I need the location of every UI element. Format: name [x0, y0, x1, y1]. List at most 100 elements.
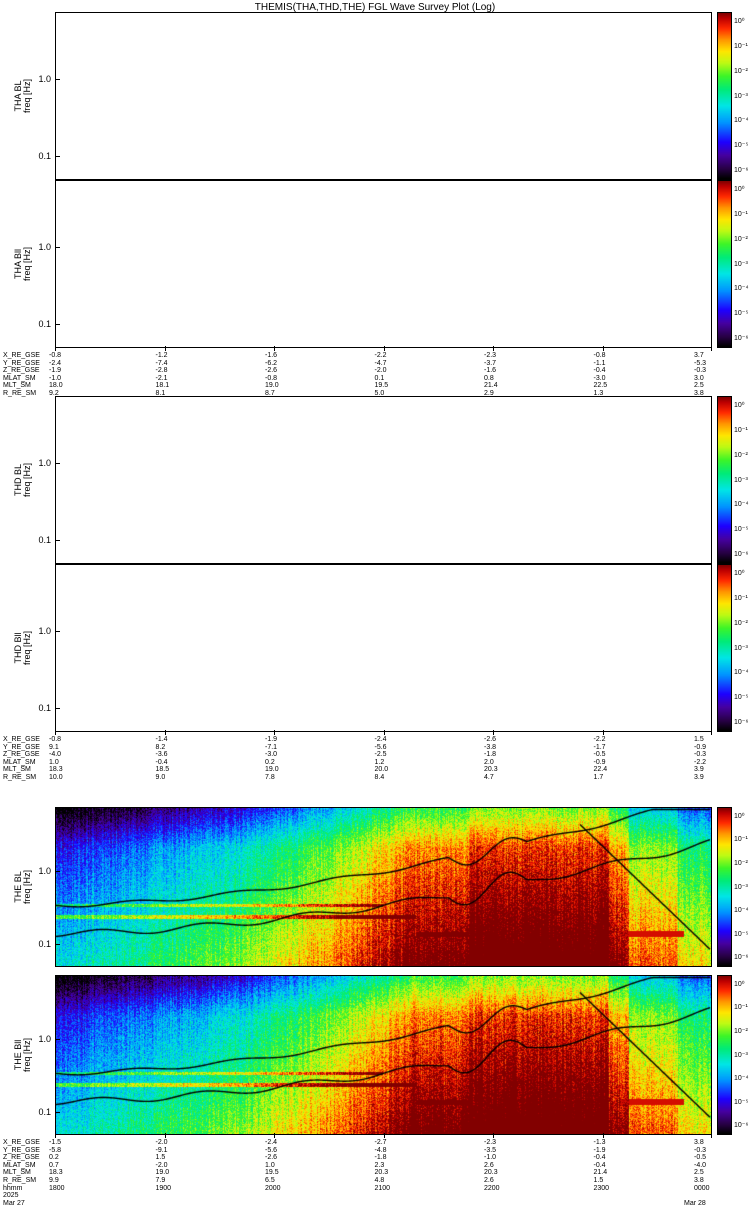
colorbar-tick-label: 10⁻⁶	[734, 334, 749, 342]
colorbar-the-bl	[717, 807, 732, 967]
x-tick-mark	[383, 730, 385, 735]
y-tick-label: 0.1	[38, 1106, 51, 1117]
x-tick-mark	[711, 346, 712, 351]
axis-value-column: -1.5 -5.8 0.2 0.7 18.3 9.9 1800	[49, 1139, 65, 1192]
spectrogram-panel-the-bl	[55, 807, 712, 967]
spectrogram-image	[56, 976, 711, 1134]
colorbar-tick-label: 10⁻⁶	[734, 166, 749, 174]
y-tick-mark	[55, 463, 60, 465]
y-tick-mark	[55, 155, 60, 157]
x-tick-mark	[164, 730, 166, 735]
colorbar-tick-label: 10⁻⁴	[734, 117, 749, 125]
colorbar-tick-label: 10⁻²	[734, 860, 748, 867]
x-tick-mark	[274, 730, 275, 735]
y-tick-label: 0.1	[38, 534, 51, 545]
colorbar-tick-label: 10⁻⁵	[734, 1098, 749, 1106]
colorbar-thd-bll	[717, 564, 732, 732]
axis-annotation-axis-thd: X_RE_GSE Y_RE_GSE Z_RE_GSE MLAT_SM MLT_SM R_R…	[0, 736, 750, 806]
x-tick-mark	[274, 1133, 275, 1138]
colorbar-tick-label: 10⁻⁵	[734, 310, 749, 318]
y-tick-label: 0.1	[38, 938, 51, 949]
colorbar-tick-label: 10⁻⁵	[734, 930, 749, 938]
colorbar-gradient	[718, 976, 731, 1134]
axis-value-column: -2.6 -3.8 -1.8 2.0 20.3 4.7	[484, 736, 498, 781]
colorbar-tick-label: 10⁻⁶	[734, 954, 749, 962]
x-tick-mark	[55, 1133, 56, 1138]
y-tick-mark	[55, 247, 60, 249]
y-tick-label: 1.0	[38, 74, 51, 85]
colorbar-tick-label: 10⁰	[734, 570, 745, 578]
x-tick-mark	[711, 730, 712, 735]
y-tick-mark	[55, 631, 60, 633]
colorbar-tick-label: 10⁻⁵	[734, 694, 749, 702]
colorbar-tick-label: 10⁻¹	[734, 211, 748, 219]
colorbar-tick-label: 10⁻³	[734, 883, 748, 891]
y-tick-label: 0.1	[38, 150, 51, 161]
axis-value-column: -1.6 -6.2 -2.6 -0.8 19.0 8.7	[265, 352, 279, 397]
colorbar-tick-label: 10⁻³	[734, 644, 748, 652]
colorbar-gradient	[718, 397, 731, 563]
x-tick-mark	[383, 1133, 385, 1138]
axis-value-column: -1.4 8.2 -3.6 -0.4 18.5 9.0	[155, 736, 170, 781]
colorbar-tick-label: 10⁻⁶	[734, 718, 749, 726]
colorbar-tick-label: 10⁻⁴	[734, 501, 749, 509]
colorbar-tick-label: 10⁻⁵	[734, 526, 749, 534]
colorbar-tick-label: 10⁰	[734, 186, 745, 194]
colorbar-tick-label: 10⁻³	[734, 92, 748, 100]
colorbar-thd-bl	[717, 396, 732, 564]
colorbar-gradient	[718, 181, 731, 347]
axis-value-column: -2.2 -4.7 -2.0 0.1 19.5 5.0	[374, 352, 389, 397]
y-tick-mark	[55, 79, 60, 81]
axis-value-column: 1.5 -0.9 -0.3 -2.2 3.9 3.9	[694, 736, 707, 781]
y-tick-mark	[55, 1039, 60, 1040]
x-tick-mark	[55, 730, 56, 735]
x-tick-mark	[602, 346, 604, 351]
y-tick-label: 1.0	[38, 1034, 51, 1044]
y-tick-mark	[55, 539, 60, 541]
colorbar-tick-label: 10⁻⁴	[734, 669, 749, 677]
spectrogram-panel-tha-bll	[55, 180, 712, 348]
colorbar-tick-label: 10⁻²	[734, 451, 748, 459]
y-tick-label: 1.0	[38, 866, 51, 876]
axis-value-column: -1.2 -7.4 -2.8 -2.1 18.1 8.1	[155, 352, 170, 397]
colorbar-tick-label: 10⁰	[734, 18, 745, 26]
colorbar-tha-bl	[717, 12, 732, 180]
y-tick-label: 1.0	[38, 458, 51, 469]
axis-value-column: -2.4 -5.6 -2.5 1.2 20.0 8.4	[374, 736, 389, 781]
axis-row-labels: X_RE_GSE Y_RE_GSE Z_RE_GSE MLAT_SM MLT_SM R_R…	[3, 736, 40, 781]
axis-value-column: -0.8 9.1 -4.0 1.0 18.3 10.0	[49, 736, 63, 781]
colorbar-tick-label: 10⁻³	[734, 476, 748, 484]
colorbar-tick-label: 10⁻⁶	[734, 550, 749, 558]
colorbar-tick-label: 10⁰	[734, 402, 745, 410]
x-tick-mark	[493, 730, 494, 735]
y-tick-mark	[55, 871, 60, 872]
y-tick-label: 0.1	[38, 702, 51, 713]
colorbar-gradient	[718, 565, 731, 731]
axis-value-column: -2.4 -5.6 -2.6 1.0 19.5 6.5 2000	[265, 1139, 281, 1192]
axis-date-right: Mar 28	[684, 1199, 706, 1207]
y-tick-label: 0.1	[38, 318, 51, 329]
x-tick-mark	[602, 730, 604, 735]
y-tick-mark	[55, 943, 60, 945]
x-tick-mark	[493, 346, 494, 351]
x-tick-mark	[164, 1133, 166, 1138]
axis-value-column: 3.7 -5.3 -0.3 3.0 2.5 3.8	[694, 352, 707, 397]
spectrogram-panel-thd-bll	[55, 564, 712, 732]
axis-value-column: -0.8 -1.1 -0.4 -3.0 22.5 1.3	[593, 352, 608, 397]
colorbar-tick-label: 10⁻¹	[734, 1004, 748, 1012]
colorbar-tick-label: 10⁻²	[734, 1028, 748, 1035]
colorbar-tick-label: 10⁰	[734, 812, 745, 820]
colorbar-tick-label: 10⁻²	[734, 235, 748, 243]
colorbar-tick-label: 10⁻⁴	[734, 1075, 749, 1083]
spectrogram-panel-tha-bl	[55, 12, 712, 180]
axis-value-column: -2.3 -3.5 -1.0 2.6 20.3 2.6 2200	[484, 1139, 500, 1192]
x-tick-mark	[55, 346, 56, 351]
panel-y-label-the-bl: THE BL freq [Hz]	[13, 870, 32, 905]
x-tick-mark	[602, 1133, 604, 1138]
axis-value-column: -0.8 -2.4 -1.9 -1.0 18.0 9.2	[49, 352, 63, 397]
x-tick-mark	[164, 346, 166, 351]
spectrogram-image	[56, 808, 711, 966]
y-tick-mark	[55, 323, 60, 325]
colorbar-tick-label: 10⁻²	[734, 67, 748, 75]
x-tick-mark	[383, 346, 385, 351]
